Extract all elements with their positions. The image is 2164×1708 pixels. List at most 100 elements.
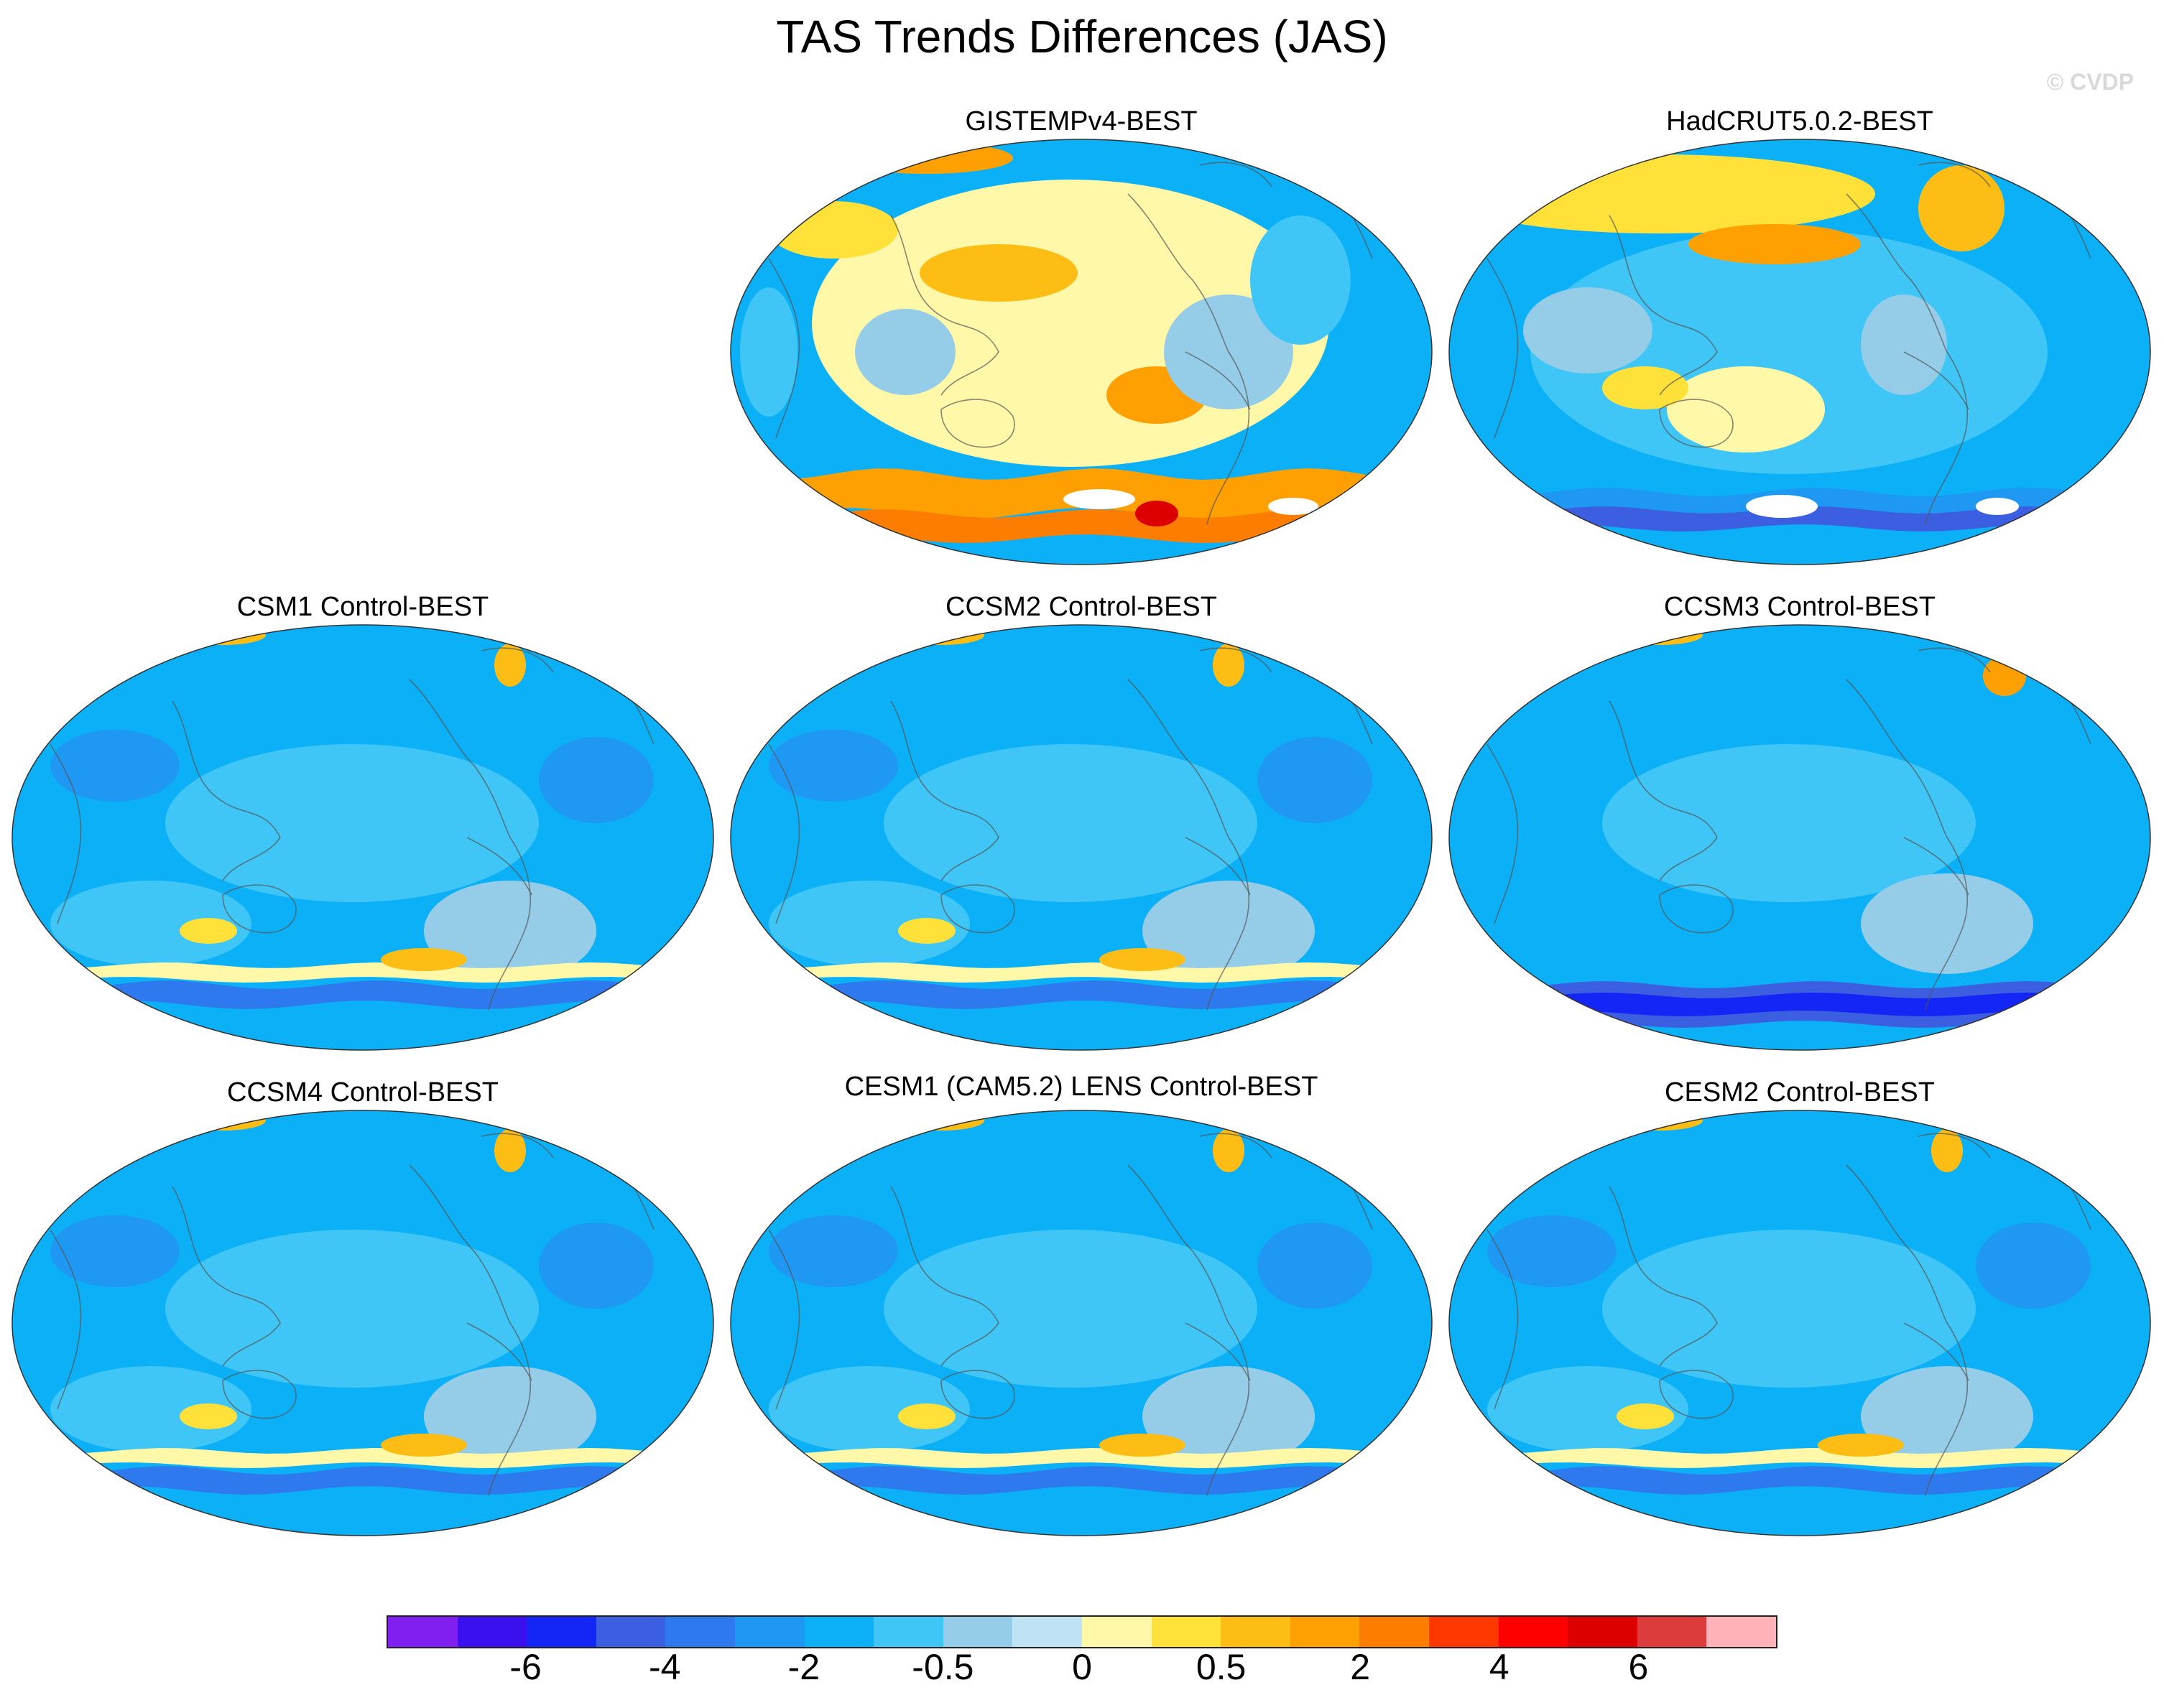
field-patch [50, 1215, 180, 1287]
colorbar-tick-label: 2 [1350, 1647, 1371, 1687]
field-patch [50, 730, 180, 802]
field-patch [1523, 287, 1652, 373]
field-patch [1250, 215, 1351, 345]
field-patch [1142, 881, 1315, 981]
panel-title-csm1: CSM1 Control-BEST [236, 592, 489, 622]
panel-title-ccsm2: CCSM2 Control-BEST [945, 592, 1217, 622]
map-field [1449, 139, 2150, 565]
coastline [409, 1164, 531, 1496]
field-patch [1667, 366, 1825, 452]
coastline [768, 743, 800, 924]
map-field [731, 139, 1432, 565]
colorbar-swatch [1706, 1617, 1776, 1647]
field-patch [1135, 501, 1178, 526]
coastline [1127, 1164, 1249, 1496]
coastline [1486, 743, 1519, 924]
coastline [1659, 1370, 1734, 1419]
map-hadcrut [1448, 139, 2151, 565]
coastline [890, 1186, 999, 1367]
map-field [731, 625, 1432, 1050]
southern-warm-band [731, 1448, 1432, 1468]
field-patch [494, 1129, 526, 1172]
colorbar-swatch [874, 1617, 943, 1647]
coastline [1199, 162, 1272, 187]
coastline [1127, 679, 1249, 1011]
coastline [1199, 647, 1272, 673]
coastline [1659, 884, 1734, 934]
field-patch [740, 287, 797, 417]
field-patch [1983, 656, 2026, 696]
field-patch [898, 918, 956, 944]
map-ccsm3 [1448, 624, 2151, 1051]
colorbar [387, 1615, 1777, 1648]
map-field [1449, 625, 2150, 1050]
southern-ocean-band [731, 1466, 1432, 1495]
field-patch [1142, 1366, 1315, 1467]
colorbar-swatch [1012, 1617, 1082, 1647]
map-field [12, 625, 713, 1050]
coastline [1846, 193, 1968, 525]
field-patch [1861, 1366, 2033, 1467]
colorbar-swatch [1637, 1617, 1707, 1647]
field-patch [1213, 1129, 1244, 1172]
field-patch [769, 730, 898, 802]
field-patch [769, 1215, 898, 1287]
field-patch [920, 244, 1078, 302]
map-cesm2 [1448, 1110, 2151, 1536]
map-csm1 [11, 624, 714, 1051]
coastline [1185, 837, 1251, 896]
panel-title-ccsm3: CCSM3 Control-BEST [1664, 592, 1936, 622]
coastline [1903, 351, 1969, 410]
field-patch [1099, 1434, 1185, 1457]
southern-ocean-band [1449, 1466, 2150, 1495]
coastline [1127, 193, 1249, 525]
field-patch [1617, 1403, 1674, 1429]
map-border [730, 139, 1433, 565]
colorbar-tick-label: -4 [648, 1647, 681, 1687]
field-patch [1257, 737, 1372, 823]
field-patch [424, 1366, 596, 1467]
southern-ocean-core [1449, 506, 2150, 532]
colorbar-swatch [1428, 1617, 1499, 1647]
field-patch [1602, 1230, 1976, 1388]
coastline [1918, 647, 1991, 673]
coastline [50, 1229, 82, 1410]
coastline [1486, 1229, 1519, 1410]
field-patch [884, 744, 1257, 902]
coastline [768, 1229, 800, 1410]
map-border [1448, 1110, 2151, 1536]
coastline [1918, 162, 1991, 187]
field-patch [494, 644, 526, 687]
field-patch [855, 309, 956, 395]
coastline [890, 215, 999, 396]
colorbar-tick-label: -0.5 [912, 1647, 974, 1687]
colorbar-swatch [1498, 1617, 1568, 1647]
field-patch [769, 881, 970, 967]
map-border [730, 1110, 1433, 1536]
missing-data [1268, 498, 1318, 515]
field-patch [424, 881, 596, 981]
coastline [481, 647, 554, 673]
southern-ocean-band [12, 980, 713, 1009]
coastline [940, 399, 1015, 448]
colorbar-tick-label: 4 [1489, 1647, 1509, 1687]
southern-warm-band [12, 962, 713, 983]
southern-ocean-band [731, 980, 1432, 1009]
coastline [890, 700, 999, 881]
field-patch [165, 744, 539, 902]
map-field [12, 1110, 713, 1536]
map-gistemp [730, 139, 1433, 565]
field-patch [1213, 644, 1244, 687]
coastline [50, 743, 82, 924]
field-patch [1861, 873, 2033, 974]
coastline [409, 679, 531, 1011]
field-patch [898, 1403, 956, 1429]
missing-data [1063, 489, 1135, 509]
colorbar-swatch [665, 1617, 735, 1647]
field-patch [381, 948, 467, 971]
colorbar-swatch [804, 1617, 874, 1647]
field-patch [180, 625, 266, 645]
coastline [1903, 1322, 1969, 1381]
coastline [481, 1133, 554, 1159]
coastline [466, 837, 532, 896]
